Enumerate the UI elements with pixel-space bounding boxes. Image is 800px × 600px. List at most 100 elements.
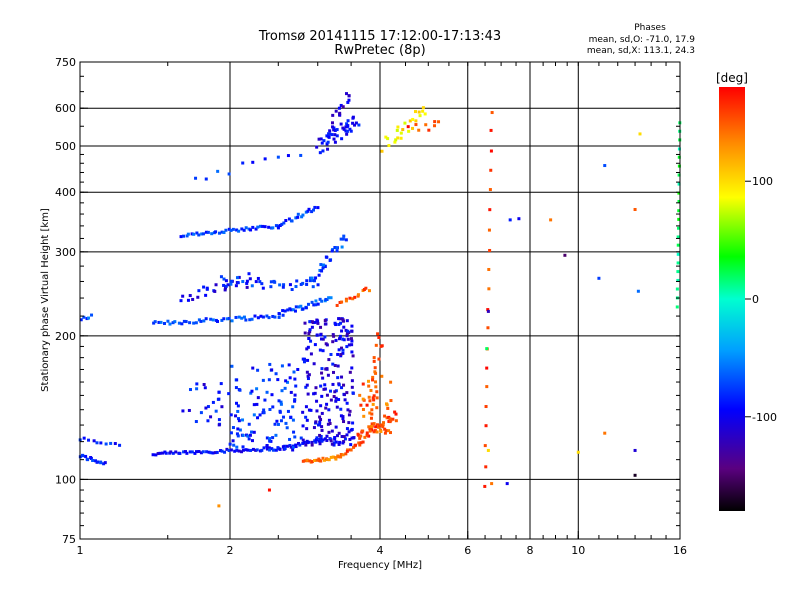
data-point	[333, 133, 337, 137]
data-point	[188, 450, 192, 454]
data-point	[313, 320, 317, 324]
data-point	[327, 430, 331, 434]
data-point	[351, 121, 355, 125]
data-point	[357, 441, 361, 445]
data-point	[341, 351, 345, 355]
data-point	[173, 320, 177, 324]
data-point	[236, 434, 240, 438]
data-point	[389, 399, 393, 403]
data-point	[228, 442, 232, 446]
data-point	[294, 216, 298, 220]
data-point	[268, 407, 272, 411]
data-point	[314, 438, 318, 442]
data-point	[307, 331, 311, 335]
axis-ticks: 1 2 4 6 8 10 16 75 100 200 300 400 500 600 750	[55, 56, 687, 557]
data-point	[375, 406, 379, 410]
data-point	[314, 386, 318, 390]
data-point	[391, 417, 395, 421]
data-point	[265, 447, 269, 451]
data-point	[248, 318, 252, 322]
x-tick-label: 16	[673, 544, 687, 557]
data-point	[230, 364, 234, 368]
data-point	[242, 315, 246, 319]
data-point	[318, 437, 322, 441]
data-point	[293, 309, 297, 313]
data-point	[345, 319, 349, 323]
data-point	[292, 370, 296, 374]
data-point	[303, 331, 307, 335]
data-point	[317, 273, 321, 277]
data-point	[194, 420, 198, 424]
data-point	[222, 277, 226, 281]
data-point	[349, 448, 353, 452]
data-point	[310, 460, 314, 464]
data-point	[344, 328, 348, 332]
data-point	[334, 457, 338, 461]
data-point	[371, 378, 375, 382]
data-point	[326, 422, 330, 426]
data-point	[281, 309, 285, 313]
data-point	[633, 448, 637, 452]
data-point	[113, 442, 117, 446]
data-point	[318, 297, 322, 301]
data-point	[268, 448, 272, 452]
data-point	[235, 228, 239, 232]
data-point	[345, 122, 349, 126]
data-point	[348, 296, 352, 300]
data-point	[336, 376, 340, 380]
data-point	[252, 430, 256, 434]
data-point	[485, 366, 489, 370]
data-point	[486, 309, 490, 313]
data-point	[337, 398, 341, 402]
data-point	[576, 450, 580, 454]
data-point	[328, 422, 332, 426]
colorbar-ticks: 100 0 -100	[745, 175, 777, 424]
data-point	[312, 279, 316, 283]
data-point	[358, 393, 362, 397]
data-point	[323, 437, 327, 441]
data-point	[278, 447, 282, 451]
data-point	[251, 366, 255, 370]
data-point	[288, 283, 292, 287]
data-point	[262, 411, 266, 415]
data-point	[323, 335, 327, 339]
data-point	[162, 321, 166, 325]
data-point	[231, 227, 235, 231]
data-point	[349, 443, 353, 447]
data-point	[288, 437, 292, 441]
data-point	[206, 405, 210, 409]
data-point	[220, 230, 224, 234]
data-point	[96, 460, 100, 464]
data-point	[341, 319, 345, 323]
data-point	[483, 484, 487, 488]
data-point	[229, 282, 233, 286]
data-point	[369, 416, 373, 420]
data-point	[319, 333, 323, 337]
data-point	[229, 228, 233, 232]
data-point	[676, 270, 680, 274]
data-point	[373, 366, 377, 370]
data-point	[677, 209, 681, 213]
data-point	[314, 276, 318, 280]
data-point	[258, 280, 262, 284]
data-point	[411, 126, 415, 130]
data-point	[310, 325, 314, 329]
data-point	[322, 139, 326, 143]
data-point	[214, 283, 218, 287]
data-point	[217, 231, 221, 235]
data-point	[368, 429, 372, 433]
data-point	[335, 405, 339, 409]
data-point	[235, 445, 239, 449]
data-point	[290, 288, 294, 292]
data-point	[290, 219, 294, 223]
data-point	[289, 445, 293, 449]
data-point	[325, 142, 329, 146]
data-point	[345, 449, 349, 453]
data-point	[164, 451, 168, 455]
data-point	[220, 318, 224, 322]
data-point	[304, 385, 308, 389]
data-point	[300, 215, 304, 219]
data-point	[517, 217, 521, 221]
data-point	[489, 149, 493, 153]
data-point	[346, 100, 350, 104]
